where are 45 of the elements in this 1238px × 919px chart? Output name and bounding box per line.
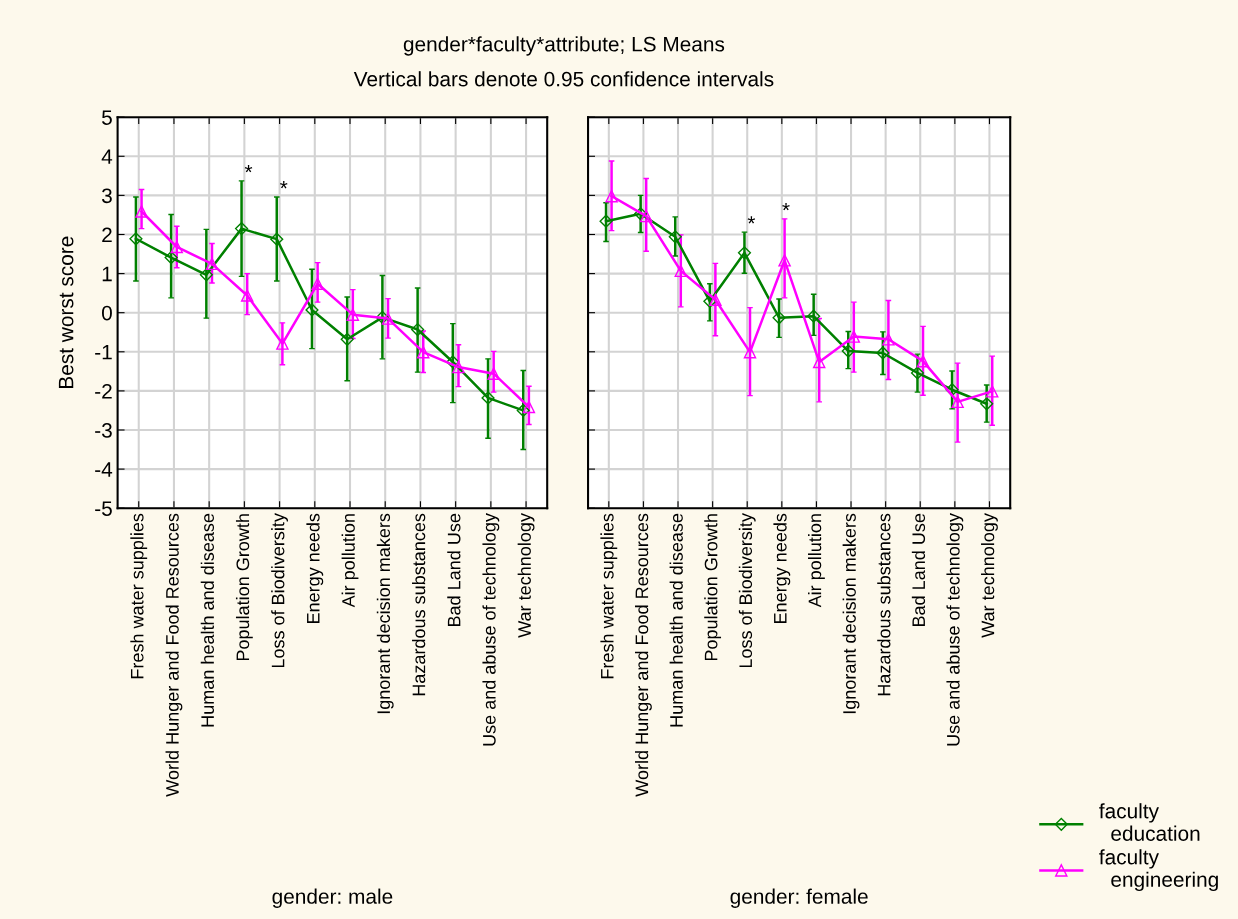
x-tick-label: World Hunger and Food Resources: [635, 513, 652, 797]
x-tick-label: War technology: [517, 513, 535, 638]
legend-label: faculty engineering: [1099, 849, 1218, 892]
y-tick-label: 5: [102, 110, 112, 125]
x-tick-label: Population Growth: [704, 514, 722, 661]
y-tick-label: 3: [101, 188, 112, 204]
x-tick-label: Use and abuse of technology: [482, 513, 500, 746]
x-tick-label: Energy needs: [306, 513, 324, 623]
x-tick-label: Population Growth: [235, 514, 253, 661]
y-tick-label: 1: [102, 266, 112, 282]
x-axis-title: gender: female: [730, 888, 868, 908]
y-tick-label: -4: [95, 462, 113, 477]
annotation: *: [244, 165, 253, 173]
x-tick-label: Fresh water supplies: [130, 513, 148, 679]
x-tick-label: Air pollution: [808, 514, 825, 608]
y-tick-label: -2: [95, 383, 112, 399]
x-tick-label: Fresh water supplies: [600, 513, 618, 679]
y-tick-label: -5: [95, 501, 112, 516]
annotation: *: [747, 216, 756, 224]
x-tick-label: Energy needs: [773, 513, 791, 623]
y-tick-label: 0: [101, 305, 112, 321]
x-tick-label: Loss of Biodiversity: [271, 513, 288, 668]
x-tick-label: Hazardous substances: [877, 513, 891, 696]
x-tick-label: Loss of Biodiversity: [738, 513, 756, 668]
x-tick-label: Ignorant decision makers: [842, 513, 860, 714]
x-tick-label: Ignorant decision makers: [376, 513, 394, 714]
x-tick-label: Human health and disease: [669, 513, 683, 727]
x-tick-label: World Hunger and Food Resources: [165, 513, 183, 797]
y-tick-label: -1: [95, 345, 112, 360]
x-tick-label: Air pollution: [341, 514, 359, 608]
x-tick-label: Bad Land Use: [447, 513, 461, 627]
x-tick-label: Human health and disease: [200, 513, 215, 727]
chart-title: gender*faculty*attribute; LS Means: [403, 36, 725, 56]
x-tick-label: Bad Land Use: [911, 513, 926, 627]
y-tick-label: 4: [101, 149, 113, 164]
x-tick-label: Hazardous substances: [412, 513, 426, 696]
x-tick-label: Use and abuse of technology: [946, 513, 964, 746]
y-axis-title: Best worst score: [58, 236, 74, 388]
y-tick-label: 2: [102, 227, 112, 243]
chart-subtitle: Vertical bars denote 0.95 confidence intervals: [353, 71, 774, 87]
x-tick-label: War technology: [981, 513, 998, 638]
annotation: *: [782, 202, 790, 211]
annotation: *: [280, 181, 288, 189]
y-tick-label: -3: [95, 423, 112, 438]
x-axis-title: gender: male: [272, 888, 393, 908]
